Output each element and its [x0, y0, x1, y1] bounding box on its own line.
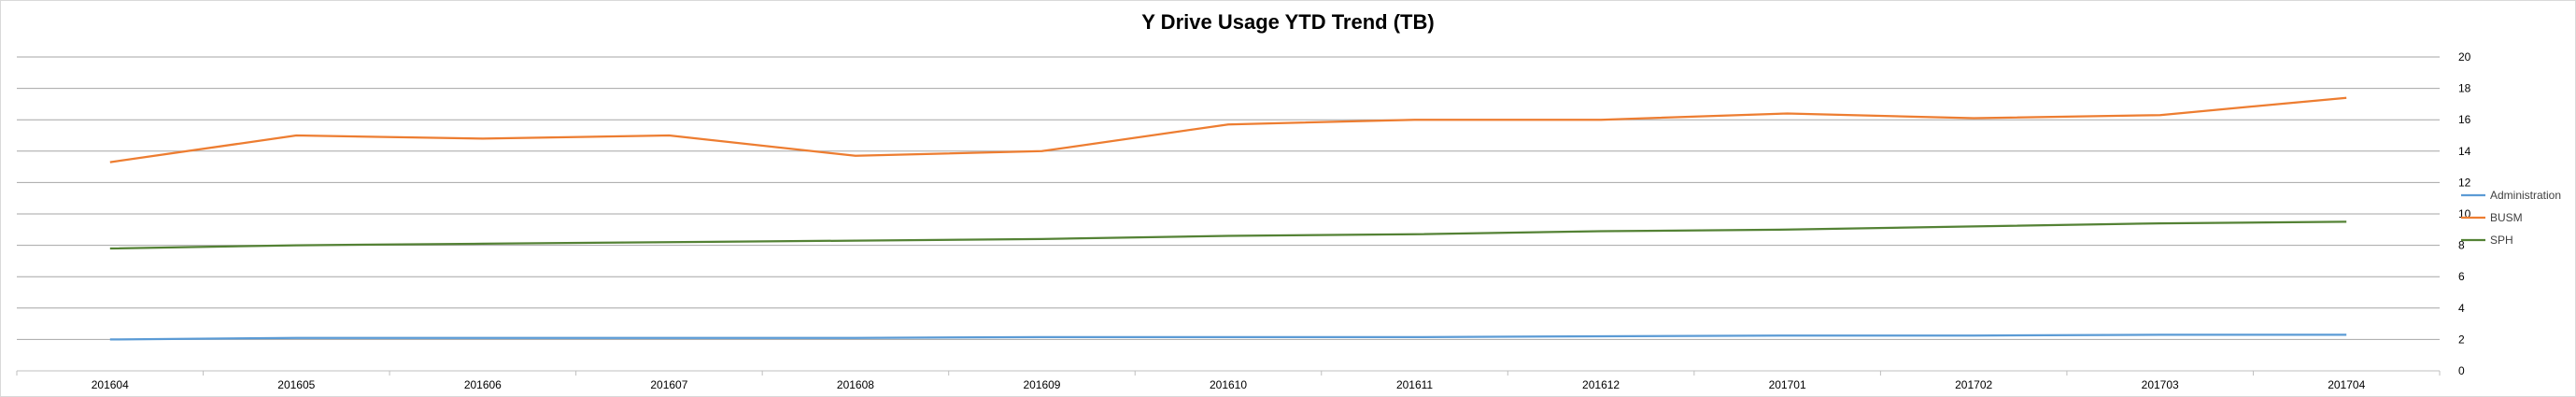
y-tick-label: 16 — [2458, 113, 2471, 126]
y-tick-label: 20 — [2458, 50, 2471, 64]
data-point-busm — [107, 160, 113, 165]
y-tick-label: 8 — [2458, 239, 2465, 252]
series-lines — [107, 95, 2349, 342]
data-point-busm — [853, 153, 858, 159]
data-point-busm — [1225, 121, 1231, 127]
y-tick-label: 12 — [2458, 176, 2471, 189]
legend: Administration BUSM SPH — [2461, 189, 2561, 247]
data-point-busm — [2158, 112, 2163, 118]
x-tick-label: 201607 — [650, 378, 687, 391]
y-tick-label: 6 — [2458, 270, 2465, 283]
data-point-busm — [1598, 117, 1604, 122]
data-point-sph — [853, 238, 858, 244]
data-point-sph — [107, 246, 113, 251]
y-tick-label: 18 — [2458, 82, 2471, 95]
data-point-administration — [1412, 334, 1418, 340]
x-tick-label: 201701 — [1769, 378, 1806, 391]
data-point-sph — [1971, 223, 1976, 229]
data-point-sph — [480, 241, 486, 247]
x-tick-label: 201605 — [277, 378, 315, 391]
y-tick-label: 0 — [2458, 364, 2465, 377]
data-point-busm — [293, 133, 299, 138]
y-tick-label: 4 — [2458, 302, 2465, 315]
series-line-busm — [109, 96, 2347, 163]
legend-label: BUSM — [2490, 211, 2523, 224]
data-point-busm — [1971, 116, 1976, 121]
data-point-busm — [1412, 117, 1418, 122]
data-point-sph — [1225, 234, 1231, 239]
gridlines — [17, 56, 2440, 372]
chart-title: Y Drive Usage YTD Trend (TB) — [1141, 10, 1435, 34]
x-tick-label: 201611 — [1396, 378, 1433, 391]
data-point-administration — [1971, 333, 1976, 338]
y-tick-label: 2 — [2458, 333, 2465, 346]
series-line-administration — [109, 333, 2347, 341]
data-point-administration — [1598, 333, 1604, 339]
data-point-sph — [1598, 228, 1604, 234]
x-tick-label: 201604 — [92, 378, 129, 391]
data-point-administration — [107, 336, 113, 342]
legend-label: Administration — [2490, 189, 2561, 202]
data-point-administration — [666, 335, 672, 341]
data-point-busm — [2343, 95, 2349, 101]
x-tick-label: 201610 — [1210, 378, 1247, 391]
data-point-sph — [293, 243, 299, 248]
data-point-busm — [480, 135, 486, 141]
data-point-administration — [293, 335, 299, 341]
x-tick-label: 201606 — [464, 378, 502, 391]
series-line-sph — [109, 220, 2347, 250]
data-point-sph — [1039, 236, 1044, 242]
data-point-administration — [1039, 334, 1044, 340]
data-point-administration — [1785, 333, 1790, 338]
data-point-administration — [2158, 332, 2163, 337]
data-point-busm — [666, 133, 672, 138]
data-point-sph — [2343, 219, 2349, 224]
data-point-administration — [480, 335, 486, 341]
data-point-sph — [1412, 232, 1418, 237]
data-point-busm — [1785, 110, 1790, 116]
x-tick-label: 201612 — [1582, 378, 1620, 391]
data-point-sph — [2158, 220, 2163, 226]
x-tick-label: 201608 — [837, 378, 874, 391]
legend-label: SPH — [2490, 234, 2513, 247]
data-point-administration — [2343, 332, 2349, 337]
data-point-busm — [1039, 149, 1044, 154]
data-point-sph — [666, 239, 672, 245]
x-tick-label: 201704 — [2328, 378, 2365, 391]
x-tick-label: 201703 — [2142, 378, 2179, 391]
data-point-sph — [1785, 227, 1790, 233]
x-tick-label: 201609 — [1023, 378, 1060, 391]
y-tick-label: 14 — [2458, 145, 2471, 158]
x-tick-label: 201702 — [1955, 378, 1992, 391]
data-point-administration — [853, 335, 858, 341]
data-point-administration — [1225, 334, 1231, 340]
